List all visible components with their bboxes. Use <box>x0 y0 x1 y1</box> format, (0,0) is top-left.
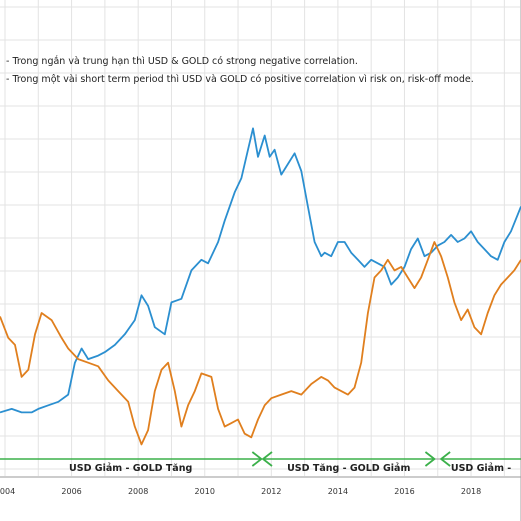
arrow-left-icon <box>261 451 273 467</box>
x-tick-label: 2008 <box>128 487 148 496</box>
x-tick-label: 2014 <box>328 487 348 496</box>
x-tick-label: 2010 <box>195 487 215 496</box>
series <box>0 127 521 446</box>
arrow-right-icon <box>251 451 263 467</box>
x-tick-label: 2016 <box>394 487 414 496</box>
arrow-right-icon <box>424 451 436 467</box>
phase-label: USD Tăng - GOLD Giảm <box>287 463 410 474</box>
note-negative-correlation: - Trong ngắn và trung hạn thì USD & GOLD… <box>6 56 358 67</box>
x-tick-label: 2012 <box>261 487 281 496</box>
x-tick-label: 2018 <box>461 487 481 496</box>
arrow-left-icon <box>439 451 451 467</box>
x-tick-label: 2006 <box>61 487 81 496</box>
x-axis-ticks: 2004 2006 2008 2010 2012 2014 2016 2018 <box>0 487 481 496</box>
series-line-gold <box>0 127 521 414</box>
phase-arrows: USD Giảm - GOLD Tăng USD Tăng - GOLD Giảm… <box>0 451 521 478</box>
annotations: - Trong ngắn và trung hạn thì USD & GOLD… <box>6 56 474 85</box>
phase-label: USD Giảm - <box>451 463 511 474</box>
x-tick-label: 2004 <box>0 487 15 496</box>
note-positive-correlation: - Trong một vài short term period thì US… <box>6 74 474 85</box>
series-line-usd <box>0 241 521 446</box>
phase-label: USD Giảm - GOLD Tăng <box>69 463 192 474</box>
